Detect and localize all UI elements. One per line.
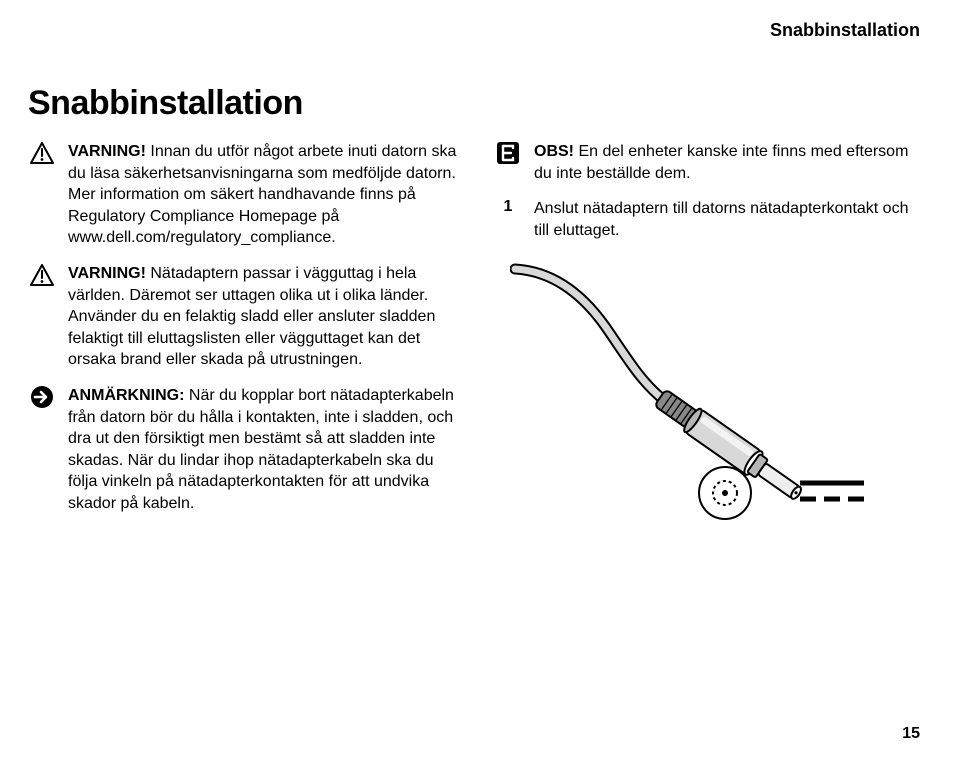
note-text: ANMÄRKNING: När du kopplar bort nät­adap… — [68, 385, 458, 515]
content-columns: VARNING! Innan du utför något arbete inu… — [28, 141, 920, 546]
obs-label: OBS! — [534, 143, 574, 160]
power-adapter-illustration — [494, 261, 920, 546]
note-label: ANMÄRKNING: — [68, 387, 184, 404]
right-column: OBS! En del enheter kanske inte finns me… — [494, 141, 920, 546]
warning-block-1: VARNING! Innan du utför något arbete inu… — [28, 141, 458, 249]
warning-block-2: VARNING! Nätadaptern passar i vägguttag … — [28, 263, 458, 371]
warning-icon — [28, 141, 56, 165]
obs-text: OBS! En del enheter kanske inte finns me… — [534, 141, 920, 184]
running-header: Snabbinstallation — [770, 20, 920, 41]
note-block: ANMÄRKNING: När du kopplar bort nät­adap… — [28, 385, 458, 515]
page-title: Snabbinstallation — [28, 84, 920, 123]
warning-1-text: VARNING! Innan du utför något arbete inu… — [68, 141, 458, 249]
notice-icon — [494, 141, 522, 165]
note-body: När du kopplar bort nät­adapterkabeln fr… — [68, 387, 454, 512]
obs-block: OBS! En del enheter kanske inte finns me… — [494, 141, 920, 184]
arrow-icon — [28, 385, 56, 409]
warning-2-label: VARNING! — [68, 265, 146, 282]
left-column: VARNING! Innan du utför något arbete inu… — [28, 141, 458, 546]
step-1-block: 1 Anslut nätadaptern till datorns nätada… — [494, 198, 920, 241]
step-1-text: Anslut nätadaptern till datorns nätadapt… — [534, 198, 920, 241]
warning-1-label: VARNING! — [68, 143, 146, 160]
step-1-number: 1 — [494, 198, 522, 216]
warning-icon — [28, 263, 56, 287]
obs-body: En del enheter kanske inte finns med eft… — [534, 143, 908, 182]
warning-2-text: VARNING! Nätadaptern passar i vägguttag … — [68, 263, 458, 371]
page-number: 15 — [902, 725, 920, 743]
